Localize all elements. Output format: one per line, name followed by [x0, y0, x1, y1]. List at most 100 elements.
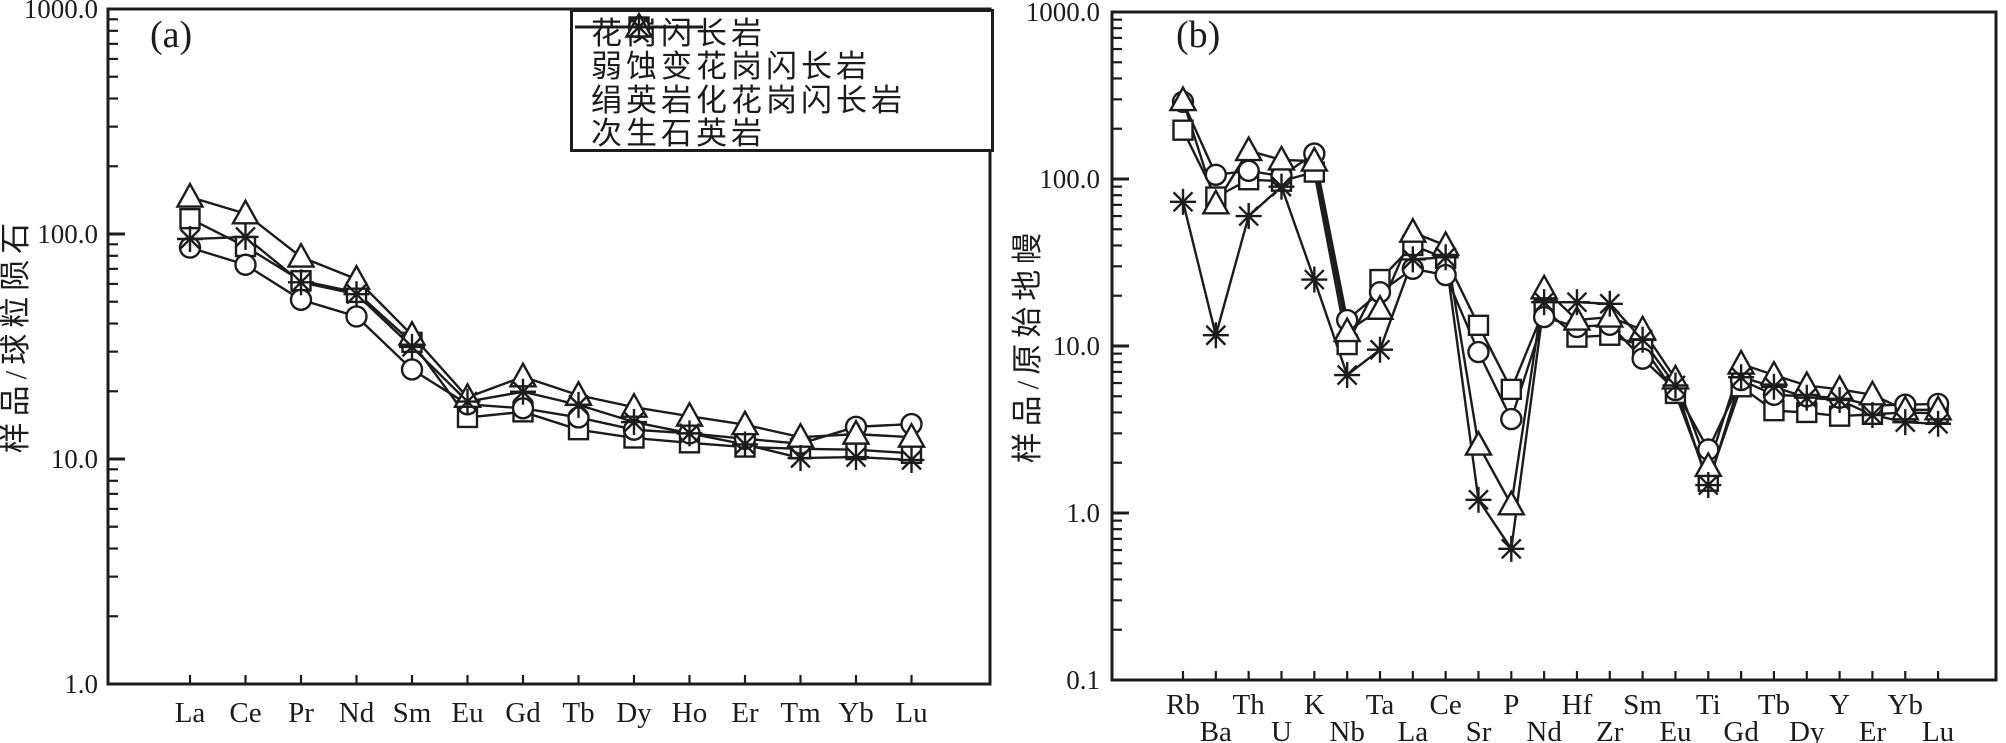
legend-box: 花岗闪长岩 弱蚀变花岗闪长岩 绢英岩化花岗闪长岩 次生石英岩 [570, 9, 994, 152]
marker-asterisk [732, 431, 758, 458]
x-category-label: Lu [1922, 716, 1954, 743]
marker-asterisk [399, 333, 425, 360]
y-tick-label: 0.1 [1066, 665, 1100, 695]
marker-square [1500, 378, 1523, 401]
x-category-label: Hf [1562, 689, 1593, 721]
marker-asterisk [1662, 372, 1689, 399]
marker-asterisk [565, 391, 592, 418]
marker-asterisk [1695, 472, 1722, 499]
x-category-label: Sr [1466, 716, 1492, 743]
marker-triangle [1463, 429, 1494, 456]
marker-triangle [1234, 135, 1264, 162]
x-category-label: Ti [1696, 689, 1721, 721]
x-category-label: Tm [780, 697, 821, 729]
x-category-label: Y [1829, 689, 1850, 721]
plot-frame [106, 7, 992, 686]
x-category-label: La [1398, 716, 1429, 743]
marker-asterisk [1793, 384, 1820, 411]
marker-asterisk [1170, 188, 1196, 215]
series-lines [189, 195, 912, 462]
x-category-label: La [175, 697, 206, 729]
marker-asterisk [343, 281, 370, 308]
x-category-label: Yb [1888, 689, 1923, 721]
x-category-label: Gd [1723, 716, 1759, 743]
asterisk-marker-icon [575, 14, 703, 40]
marker-square [1172, 119, 1194, 141]
marker-circle [1237, 159, 1260, 182]
marker-triangle [1168, 85, 1198, 112]
marker-triangle [1365, 293, 1395, 320]
marker-asterisk [1563, 289, 1590, 316]
marker-triangle [1496, 489, 1526, 516]
marker-triangle [1201, 188, 1231, 215]
y-tick-label: 1000.0 [1026, 0, 1100, 27]
marker-asterisk [1432, 244, 1459, 271]
series-markers [1168, 85, 1953, 562]
marker-circle [234, 253, 257, 276]
y-tick-label: 1.0 [1066, 498, 1100, 528]
legend-label: 绢英岩化花岗闪长岩 [591, 82, 906, 118]
marker-triangle [1299, 145, 1329, 172]
x-category-label: Ho [672, 697, 707, 729]
marker-asterisk [1301, 266, 1328, 293]
marker-asterisk [1334, 362, 1361, 389]
marker-asterisk [1629, 326, 1656, 353]
x-category-label: Th [1233, 689, 1266, 721]
plot-frame [1110, 10, 1998, 682]
marker-asterisk [1892, 409, 1919, 436]
marker-triangle [1332, 316, 1362, 343]
marker-circle [1467, 340, 1490, 364]
x-category-label: Er [731, 697, 759, 729]
marker-asterisk [1531, 289, 1558, 316]
x-category-label: Ba [1200, 716, 1232, 743]
marker-triangle [175, 181, 205, 208]
series-line-asterisk [1181, 184, 1939, 553]
marker-triangle [1562, 304, 1592, 331]
legend-label: 次生石英岩 [591, 115, 766, 151]
x-category-label: Tb [562, 697, 594, 729]
panel-letter: (a) [150, 14, 192, 56]
y-tick-label: 100.0 [1039, 164, 1100, 194]
x-category-label: Gd [505, 697, 541, 729]
x-category-label: Sm [393, 697, 432, 729]
marker-asterisk [177, 226, 203, 253]
legend-row-secondary-quartzite: 次生石英岩 [575, 14, 991, 151]
panel-letter: (b) [1176, 14, 1220, 56]
y-axis: 1000.0 100.0 10.0 1.0 [24, 0, 125, 699]
series-line-triangle [189, 195, 912, 439]
marker-asterisk [1859, 402, 1886, 429]
x-category-label: P [1503, 689, 1519, 721]
marker-asterisk [1202, 322, 1229, 349]
marker-asterisk [1498, 535, 1525, 562]
x-category-label: Zr [1596, 716, 1624, 743]
x-category-label: Eu [1659, 716, 1691, 743]
marker-asterisk [1596, 290, 1623, 317]
x-category-label: Nb [1329, 716, 1364, 743]
series-line-circle [1181, 101, 1939, 453]
y-axis-title: 样品/球粒陨石 [0, 217, 33, 454]
marker-asterisk [1925, 410, 1952, 437]
y-tick-label: 100.0 [37, 219, 98, 249]
y-axis-title: 样品/原始地幔 [1010, 227, 1045, 464]
legend-row-weakly-altered: 弱蚀变花岗闪长岩 [575, 15, 991, 84]
marker-asterisk [1366, 336, 1393, 363]
panel-a: 1000.0 100.0 10.0 1.0 La Ce Pr Nd Sm Eu Gd Tb Dy Ho Er… [0, 0, 992, 729]
marker-triangle [1398, 216, 1428, 243]
marker-circle [400, 358, 424, 381]
marker-asterisk [843, 444, 869, 471]
marker-triangle [896, 421, 927, 448]
marker-triangle [1266, 144, 1297, 171]
x-category-label: Pr [288, 697, 314, 729]
x-category-label: K [1304, 689, 1325, 721]
legend-label: 花岗闪长岩 [591, 16, 766, 52]
x-category-label: Rb [1166, 689, 1200, 721]
x-category-label: Eu [451, 697, 483, 729]
y-tick-label: 10.0 [1053, 331, 1100, 361]
marker-asterisk [1465, 486, 1492, 513]
y-tick-label: 1.0 [64, 669, 98, 699]
marker-asterisk [898, 446, 925, 473]
x-category-label: Sm [1623, 689, 1662, 721]
